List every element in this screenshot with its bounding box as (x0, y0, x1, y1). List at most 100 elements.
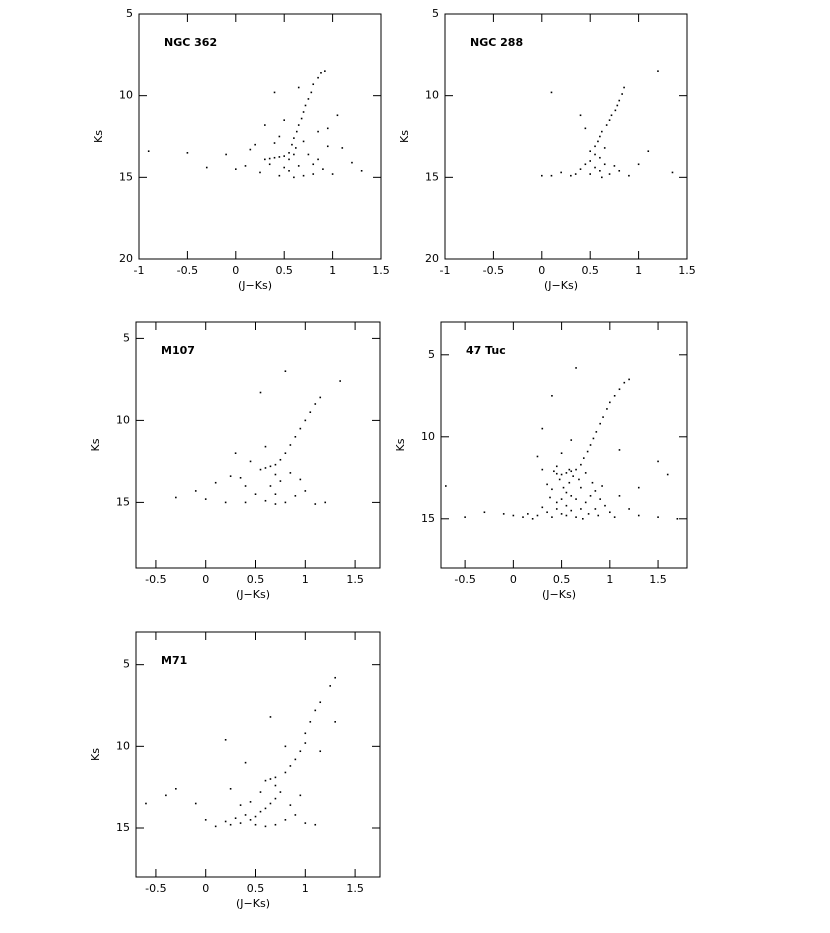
point (319, 396, 322, 399)
point (608, 173, 611, 175)
point (244, 165, 247, 167)
point (360, 170, 363, 172)
point (671, 171, 674, 174)
point (268, 157, 271, 160)
point (312, 173, 315, 175)
point (336, 114, 339, 117)
x-tick-label: 1 (635, 264, 642, 277)
point (293, 137, 295, 139)
point (214, 481, 217, 484)
panel: -0.5 0 0.5 1 1.5 5 10 15 47 Tuc (J−Ks) Ks (394, 321, 688, 601)
point (259, 171, 261, 174)
point (322, 168, 324, 170)
point (531, 518, 534, 520)
point (284, 452, 287, 454)
point (294, 814, 297, 816)
point (334, 676, 336, 679)
point (293, 153, 295, 156)
point (289, 765, 292, 767)
point (584, 472, 587, 474)
y-tick-label: 10 (119, 89, 133, 102)
point (628, 174, 630, 177)
x-axis-label: (J−Ks) (238, 279, 272, 292)
point (269, 778, 272, 780)
point (609, 401, 611, 404)
point (676, 518, 679, 520)
point (239, 822, 242, 824)
point (289, 472, 292, 474)
point (594, 166, 596, 169)
point (522, 516, 524, 518)
point (264, 158, 266, 161)
point (351, 161, 353, 164)
point (334, 721, 336, 723)
point (614, 109, 617, 112)
y-axis-label: Ks (89, 438, 102, 451)
panel-title: NGC 288 (470, 36, 523, 49)
point (549, 496, 551, 499)
point (326, 127, 329, 130)
point (613, 516, 616, 518)
point (575, 468, 577, 471)
point (320, 72, 322, 74)
point (618, 99, 621, 102)
point (570, 509, 573, 512)
plot-frame (135, 321, 381, 569)
point (555, 465, 558, 468)
point (616, 104, 619, 107)
point (589, 160, 591, 162)
point (194, 490, 197, 492)
point (264, 124, 266, 126)
point (304, 822, 307, 824)
y-tick-label: 20 (119, 252, 133, 265)
point (147, 150, 150, 152)
point (603, 163, 606, 166)
point (613, 165, 616, 167)
point (300, 117, 303, 120)
point (558, 478, 561, 481)
point (249, 460, 252, 463)
point (628, 508, 630, 510)
y-tick-label: 10 (116, 739, 130, 752)
plot-frame (440, 321, 688, 569)
point (589, 150, 591, 152)
point (319, 701, 322, 704)
point (580, 463, 582, 466)
point (283, 166, 285, 169)
y-tick-label: 15 (116, 495, 130, 508)
panel: -1 -0.5 0 0.5 1 1.5 5 10 15 20 NGC 362 (J−Ks) Ks (92, 7, 390, 292)
point (560, 498, 563, 500)
point (317, 130, 319, 133)
point (307, 98, 310, 100)
point (319, 750, 322, 753)
point (194, 802, 197, 805)
y-tick-label: 15 (421, 512, 435, 525)
point (317, 158, 319, 161)
point (234, 817, 237, 819)
point (602, 416, 604, 418)
point (618, 495, 621, 497)
panel-title: NGC 362 (164, 36, 217, 49)
point (657, 516, 659, 518)
x-axis-label: (J−Ks) (236, 897, 270, 910)
x-axis-label: (J−Ks) (542, 588, 576, 601)
point (249, 819, 252, 821)
point (249, 148, 252, 151)
plot-frame (135, 631, 381, 878)
point (339, 380, 341, 382)
point (445, 485, 447, 487)
point (551, 516, 553, 518)
point (582, 518, 584, 520)
point (307, 153, 310, 156)
point (326, 145, 329, 148)
y-tick-label: 15 (116, 821, 130, 834)
point (274, 493, 277, 495)
point (623, 86, 625, 89)
point (274, 463, 277, 466)
point (284, 501, 287, 504)
point (299, 478, 302, 481)
point (165, 794, 167, 797)
point (502, 513, 505, 515)
point (601, 485, 603, 487)
